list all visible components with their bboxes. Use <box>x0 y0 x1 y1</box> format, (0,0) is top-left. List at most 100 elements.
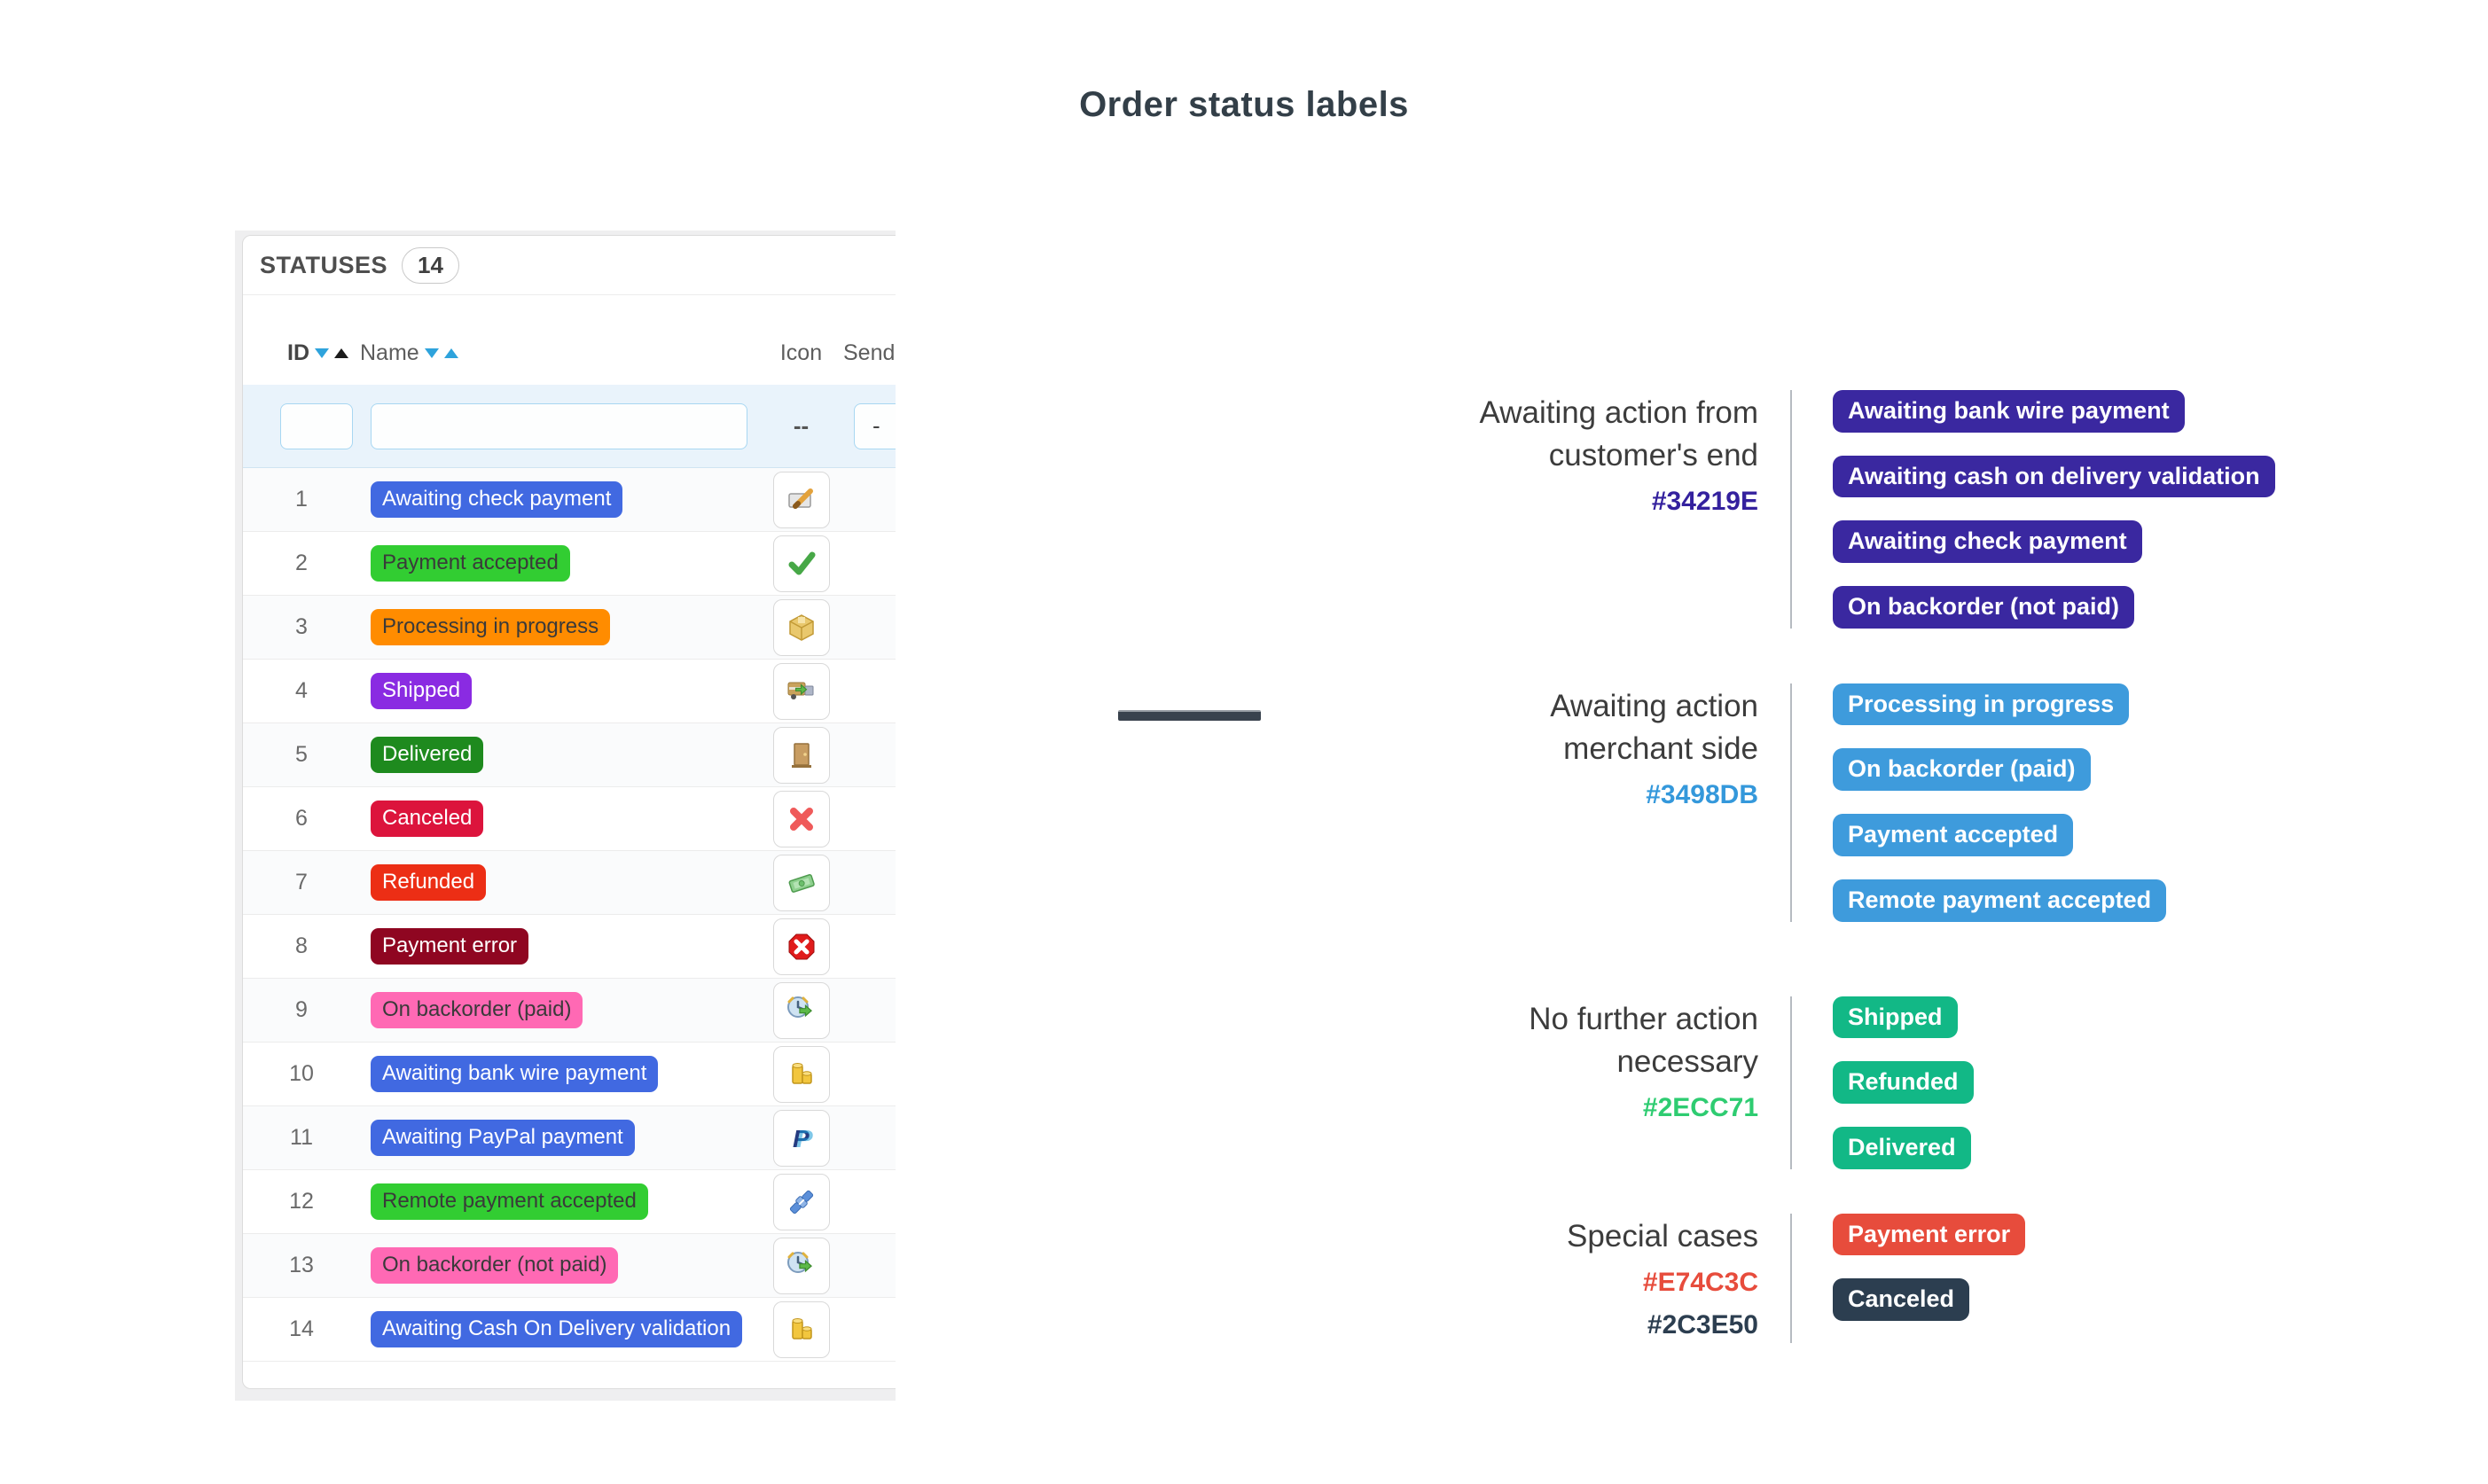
group-heading-line: merchant side <box>1563 730 1758 766</box>
row-icon-cell <box>759 981 843 1039</box>
group-heading-line: necessary <box>1616 1043 1758 1079</box>
column-header-name-label: Name <box>360 340 419 365</box>
table-row[interactable]: 11 Awaiting PayPal payment P P <box>243 1106 896 1170</box>
row-icon-cell <box>759 1300 843 1358</box>
table-row[interactable]: 3 Processing in progress <box>243 596 896 660</box>
row-icon-cell <box>759 1237 843 1294</box>
row-id: 8 <box>295 933 308 958</box>
row-id: 4 <box>295 678 308 703</box>
truck-icon <box>772 662 830 720</box>
table-row[interactable]: 5 Delivered <box>243 723 896 787</box>
cheque-edit-icon <box>772 471 830 528</box>
group-badges: Payment error Canceled <box>1792 1213 2026 1343</box>
row-id: 11 <box>290 1125 313 1150</box>
status-label-groups: Awaiting action from customer's end #34219… <box>1379 390 2372 1343</box>
status-label-badge: Payment accepted <box>1833 814 2074 856</box>
row-icon-cell <box>759 1173 843 1230</box>
row-id: 1 <box>295 487 308 512</box>
group-badges: Awaiting bank wire payment Awaiting cash … <box>1792 390 2275 629</box>
status-badge: Shipped <box>371 673 473 709</box>
row-name-cell: Payment accepted <box>360 545 759 582</box>
status-group: Awaiting action from customer's end #34219… <box>1379 390 2372 629</box>
status-badge: Awaiting Cash On Delivery validation <box>371 1311 743 1347</box>
row-name-cell: Canceled <box>360 801 759 837</box>
filter-id-input[interactable] <box>280 402 353 449</box>
table-row[interactable]: 2 Payment accepted <box>243 532 896 596</box>
column-header-icon: Icon <box>759 340 843 366</box>
status-badge: Delivered <box>371 737 484 773</box>
row-id: 13 <box>289 1253 314 1277</box>
status-badge: Awaiting bank wire payment <box>371 1056 659 1092</box>
group-text: Special cases #E74C3C #2C3E50 <box>1379 1214 1758 1343</box>
group-divider <box>1790 683 1792 922</box>
row-name-cell: Processing in progress <box>360 609 759 645</box>
column-header-id[interactable]: ID <box>243 340 360 366</box>
table-row[interactable]: 14 Awaiting Cash On Delivery validation <box>243 1298 896 1362</box>
table-row[interactable]: 6 Canceled <box>243 787 896 851</box>
statuses-panel: STATUSES 14 ID Name Icon Send -- - 1 Awai… <box>242 235 896 1389</box>
status-label-badge: Remote payment accepted <box>1833 879 2167 922</box>
table-row[interactable]: 12 Remote payment accepted <box>243 1170 896 1234</box>
coins-icon <box>772 1300 830 1358</box>
group-heading-line: Awaiting action from <box>1479 395 1758 430</box>
table-row[interactable]: 7 Refunded <box>243 851 896 915</box>
status-label-badge: On backorder (paid) <box>1833 748 2091 792</box>
group-divider <box>1790 390 1792 629</box>
filter-icon-placeholder: -- <box>793 412 810 439</box>
status-group: No further action necessary #2ECC71 Shipped… <box>1379 996 2372 1169</box>
group-badges: Processing in progress On backorder (paid… <box>1792 683 2167 922</box>
row-icon-cell <box>759 535 843 592</box>
group-hex-code: #3498DB <box>1646 779 1758 809</box>
group-badges: Shipped Refunded Delivered <box>1792 996 1974 1169</box>
sort-asc-icon[interactable] <box>334 348 348 359</box>
row-id: 12 <box>289 1189 314 1214</box>
row-name-cell: Awaiting Cash On Delivery validation <box>360 1311 759 1347</box>
row-icon-cell <box>759 662 843 720</box>
column-header-name[interactable]: Name <box>360 340 759 366</box>
statuses-panel-header: STATUSES 14 <box>243 236 896 295</box>
table-row[interactable]: 1 Awaiting check payment <box>243 468 896 532</box>
status-badge: Awaiting PayPal payment <box>371 1120 635 1156</box>
table-row[interactable]: 10 Awaiting bank wire payment <box>243 1043 896 1106</box>
row-id: 10 <box>289 1061 314 1086</box>
table-header-row: ID Name Icon Send <box>243 326 896 379</box>
status-label-badge: Awaiting cash on delivery validation <box>1833 455 2275 498</box>
table-row[interactable]: 8 Payment error <box>243 915 896 979</box>
svg-text:P: P <box>793 1125 810 1152</box>
statuses-count-badge: 14 <box>402 246 459 284</box>
coins-icon <box>772 1045 830 1103</box>
status-label-badge: Processing in progress <box>1833 683 2130 726</box>
sort-desc-icon[interactable] <box>315 348 329 359</box>
row-id: 7 <box>295 870 308 894</box>
row-name-cell: Awaiting bank wire payment <box>360 1056 759 1092</box>
status-badge: Remote payment accepted <box>371 1183 648 1220</box>
status-label-badge: Delivered <box>1833 1126 1971 1169</box>
row-name-cell: Delivered <box>360 737 759 773</box>
group-hex-code: #2ECC71 <box>1642 1092 1758 1122</box>
filter-name-input[interactable] <box>371 402 747 449</box>
banknote-icon <box>772 854 830 911</box>
status-label-badge: On backorder (not paid) <box>1833 586 2135 629</box>
row-id: 2 <box>295 551 308 575</box>
table-row[interactable]: 13 On backorder (not paid) <box>243 1234 896 1298</box>
door-icon <box>772 726 830 784</box>
filter-send-selected-value: - <box>872 412 880 439</box>
sort-desc-icon[interactable] <box>424 348 439 359</box>
filter-send-select[interactable]: - <box>854 402 896 449</box>
table-row[interactable]: 4 Shipped <box>243 660 896 723</box>
table-filter-row: -- - <box>243 385 896 468</box>
row-icon-cell <box>759 471 843 528</box>
group-divider <box>1790 1213 1792 1343</box>
backorder-clock-icon <box>772 981 830 1039</box>
table-row[interactable]: 9 On backorder (paid) <box>243 979 896 1043</box>
row-name-cell: Refunded <box>360 864 759 901</box>
sort-asc-icon[interactable] <box>443 348 458 359</box>
row-name-cell: Awaiting check payment <box>360 481 759 518</box>
status-label-badge: Canceled <box>1833 1278 1970 1321</box>
check-icon <box>772 535 830 592</box>
status-badge: Payment error <box>371 928 529 965</box>
status-label-badge: Payment error <box>1833 1213 2026 1256</box>
status-label-badge: Awaiting bank wire payment <box>1833 390 2185 433</box>
status-label-badge: Awaiting check payment <box>1833 520 2142 564</box>
